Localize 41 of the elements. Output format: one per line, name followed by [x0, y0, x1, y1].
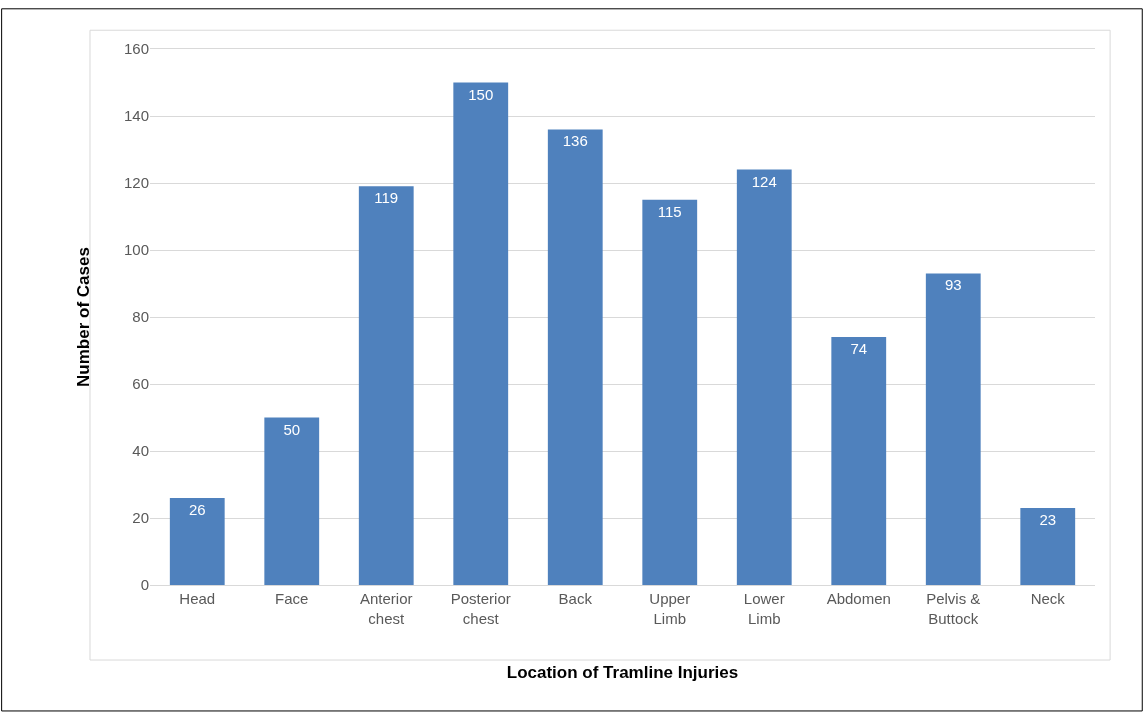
- bar: [642, 199, 698, 585]
- y-tick-label: 60: [132, 375, 149, 393]
- y-tick-label: 100: [123, 241, 149, 259]
- data-label: 23: [1039, 510, 1057, 528]
- bar: [547, 129, 603, 585]
- bar: [925, 273, 981, 585]
- x-tick-label: Anterior chest: [359, 590, 413, 627]
- bar: [264, 417, 320, 585]
- y-tick-label: 80: [132, 308, 149, 326]
- x-axis-title: Location of Tramline Injuries: [506, 662, 739, 682]
- x-tick-label: Neck: [1030, 590, 1066, 607]
- data-label: 74: [850, 340, 868, 358]
- y-tick-label: 120: [123, 174, 149, 192]
- bar: [831, 337, 887, 585]
- x-tick-label: Abdomen: [826, 590, 891, 607]
- data-label: 119: [374, 189, 399, 207]
- bar: [169, 497, 225, 585]
- y-axis-title: Number of Cases: [73, 247, 93, 387]
- data-label: 115: [657, 202, 682, 220]
- x-tick-label: Back: [558, 590, 593, 607]
- data-label: 124: [751, 172, 777, 190]
- x-tick-label: Pelvis & Buttock: [926, 590, 981, 627]
- y-tick-label: 160: [123, 40, 149, 58]
- bar: [358, 186, 414, 585]
- x-tick-label: Posterior chest: [450, 590, 511, 627]
- bar: [1020, 507, 1076, 585]
- data-label: 150: [468, 85, 494, 103]
- bar: [453, 82, 509, 585]
- x-tick-label: Upper Limb: [649, 590, 691, 627]
- data-label: 93: [944, 276, 962, 294]
- bar: [736, 169, 792, 585]
- x-tick-label: Lower Limb: [743, 590, 785, 627]
- y-tick-label: 140: [123, 107, 149, 125]
- data-label: 136: [562, 132, 588, 150]
- y-tick-label: 20: [132, 509, 149, 527]
- x-tick-label: Face: [275, 590, 309, 607]
- data-label: 26: [188, 500, 206, 518]
- y-tick-label: 0: [140, 576, 149, 594]
- x-tick-label: Head: [179, 590, 216, 607]
- y-tick-label: 40: [132, 442, 149, 460]
- data-label: 50: [283, 420, 301, 438]
